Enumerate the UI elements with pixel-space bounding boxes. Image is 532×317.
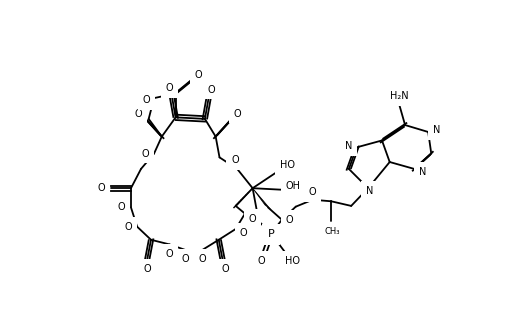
Text: O: O [143,95,150,105]
Text: O: O [239,228,247,238]
Text: O: O [199,254,206,264]
Text: O: O [98,183,105,193]
Text: CH₃: CH₃ [325,227,340,236]
Text: O: O [141,149,148,158]
Text: OH: OH [286,181,301,191]
Text: O: O [195,70,203,80]
Text: O: O [286,215,294,225]
Text: O: O [124,222,132,232]
Text: O: O [165,249,173,259]
Text: O: O [143,264,151,274]
Text: O: O [249,214,256,224]
Text: O: O [207,85,215,95]
Text: N: N [433,125,440,135]
Text: O: O [231,155,239,165]
Text: N: N [419,167,427,177]
Text: N: N [345,141,353,151]
Polygon shape [253,188,271,210]
Text: O: O [234,108,241,119]
Text: O: O [309,187,317,197]
Text: N: N [366,186,373,196]
Text: HO: HO [280,160,295,170]
Text: P: P [268,230,275,239]
Text: O: O [135,108,143,119]
Text: O: O [221,264,229,274]
Text: O: O [118,203,126,212]
Text: HO: HO [285,256,300,266]
Text: H₂N: H₂N [389,91,408,101]
Text: O: O [181,254,189,264]
Text: O: O [257,256,265,266]
Text: O: O [165,83,173,93]
